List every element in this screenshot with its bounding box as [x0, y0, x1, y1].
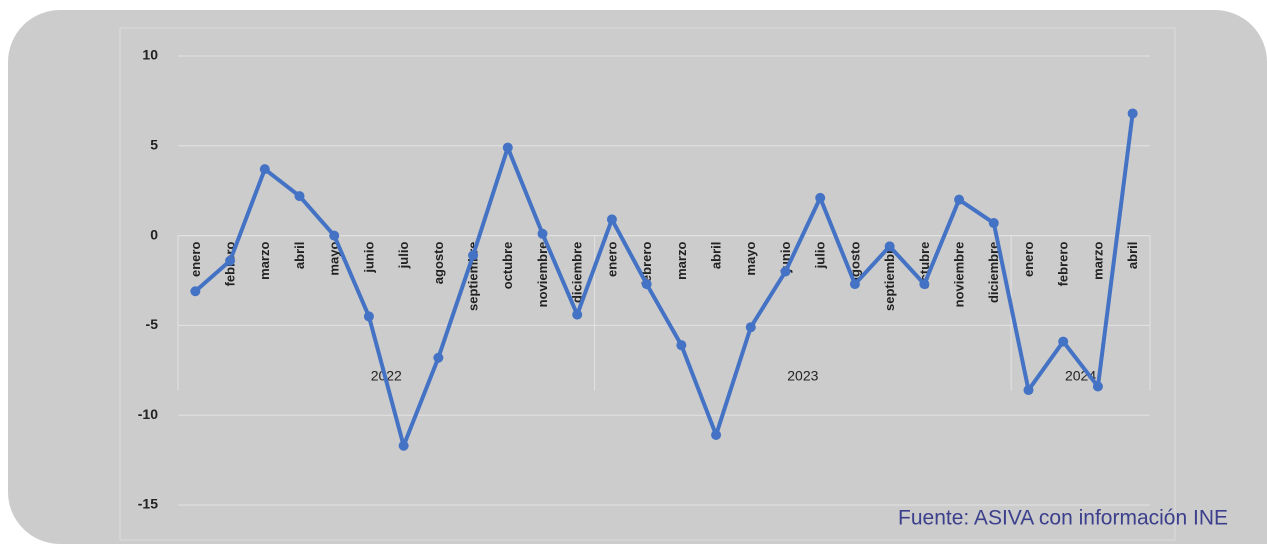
plot-frame [119, 27, 1176, 541]
x-tick-label: noviembre [952, 242, 967, 308]
y-tick-label: -5 [146, 316, 159, 332]
x-tick-label: septiembre [466, 242, 481, 311]
data-point [468, 250, 479, 261]
data-point [606, 214, 617, 225]
x-tick-label: abril [292, 242, 307, 269]
data-point [190, 286, 201, 297]
data-point [1092, 381, 1103, 392]
x-tick-label: noviembre [535, 242, 550, 308]
x-tick-label: febrero [1056, 242, 1071, 287]
data-point [398, 440, 409, 451]
y-tick-label: -10 [138, 406, 158, 422]
x-tick-label: agosto [431, 242, 446, 285]
x-tick-label: diciembre [986, 242, 1001, 303]
data-point [363, 311, 374, 322]
x-tick-label: marzo [1090, 242, 1105, 280]
data-point [849, 279, 860, 290]
x-tick-label: marzo [257, 242, 272, 280]
group-label: 2023 [787, 367, 818, 383]
data-point [745, 322, 756, 333]
data-point [294, 191, 305, 202]
data-point [572, 309, 583, 320]
data-point [711, 429, 722, 440]
data-point [225, 255, 236, 266]
data-point [329, 230, 340, 241]
data-point [259, 164, 270, 175]
x-tick-label: diciembre [570, 242, 585, 303]
x-tick-label: enero [1021, 242, 1036, 277]
data-point [537, 228, 548, 239]
source-note: Fuente: ASIVA con información INE [898, 507, 1228, 530]
data-point [815, 192, 826, 203]
data-line [194, 113, 1135, 448]
panel [8, 10, 1267, 544]
x-tick-label: marzo [674, 242, 689, 280]
data-point [433, 352, 444, 363]
data-point [676, 340, 687, 351]
x-tick-label: abril [709, 242, 724, 269]
x-tick-label: enero [604, 242, 619, 277]
data-point [884, 241, 895, 252]
x-tick-label: septiembre [882, 242, 897, 311]
x-tick-label: enero [188, 242, 203, 277]
y-tick-label: -15 [138, 496, 158, 512]
data-point [502, 142, 513, 153]
data-point [919, 279, 930, 290]
y-tick-label: 10 [142, 47, 158, 63]
data-point [1058, 336, 1069, 347]
data-point [780, 266, 791, 277]
y-tick-label: 0 [150, 226, 158, 242]
x-tick-label: octubre [500, 242, 515, 290]
x-tick-label: julio [813, 242, 828, 270]
x-tick-label: mayo [743, 242, 758, 276]
x-tick-label: mayo [327, 242, 342, 276]
data-point [641, 279, 652, 290]
data-point [1127, 108, 1138, 119]
y-tick-label: 5 [150, 137, 158, 153]
x-tick-label: junio [361, 242, 376, 274]
data-point [954, 194, 965, 205]
x-tick-label: julio [396, 242, 411, 270]
data-point [988, 218, 999, 229]
x-tick-label: abril [1125, 242, 1140, 269]
data-point [1023, 385, 1034, 396]
